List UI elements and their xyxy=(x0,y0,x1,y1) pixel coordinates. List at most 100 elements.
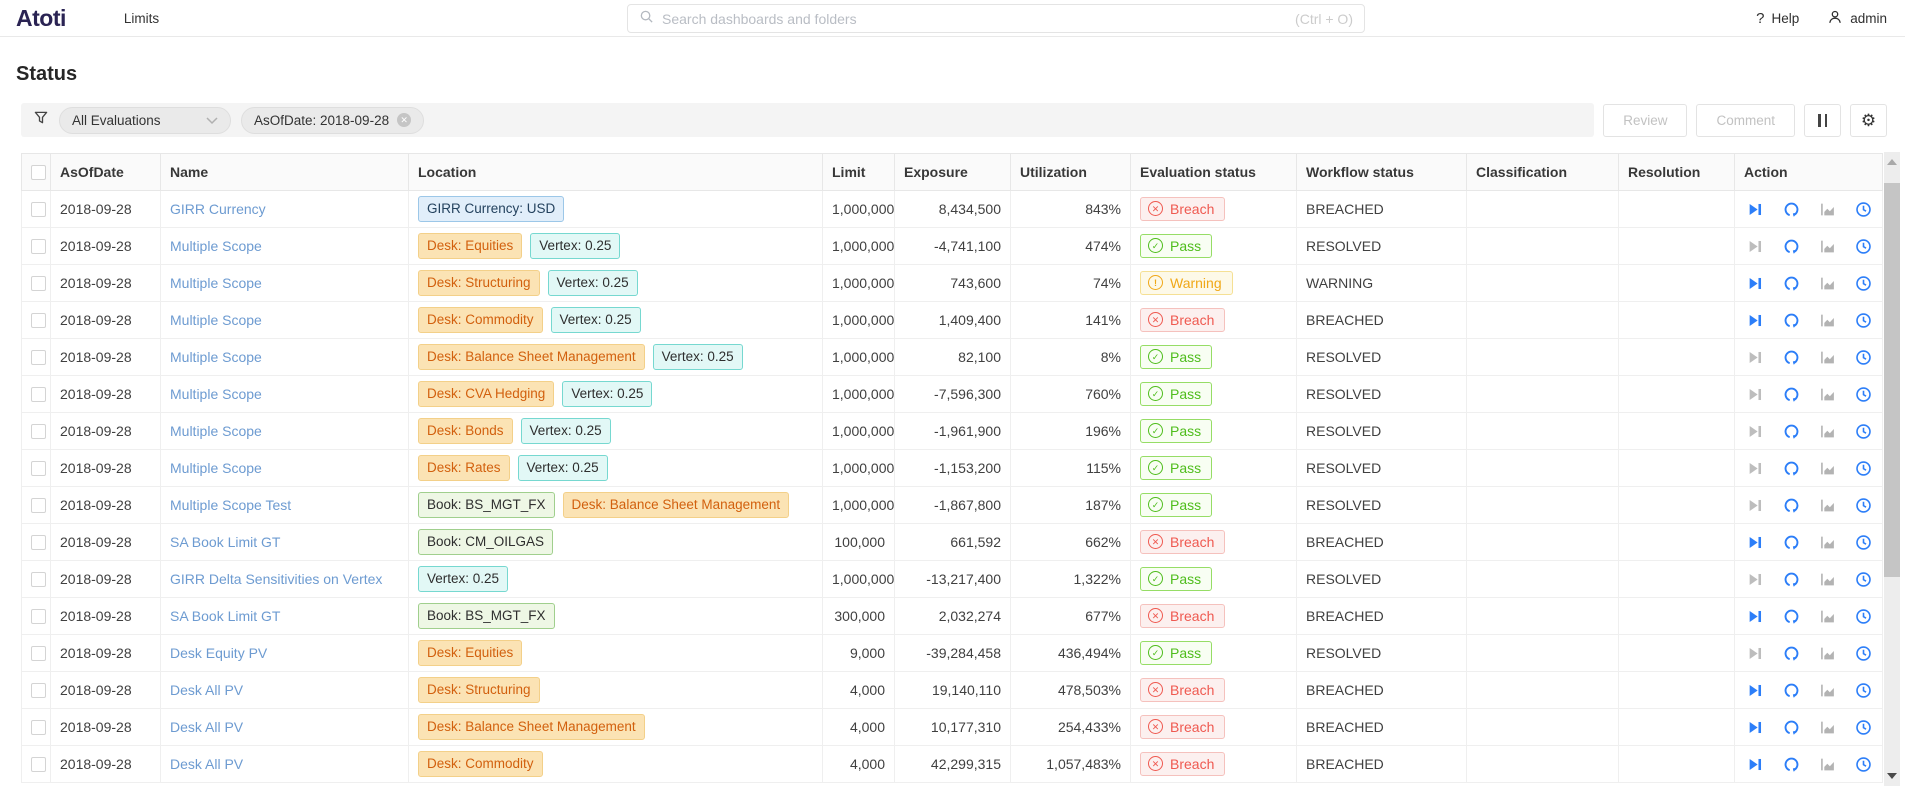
row-checkbox[interactable] xyxy=(31,461,46,477)
clock-icon[interactable] xyxy=(1855,682,1872,699)
refresh-icon[interactable] xyxy=(1783,312,1800,329)
refresh-icon[interactable] xyxy=(1783,756,1800,773)
pause-button[interactable] xyxy=(1804,103,1841,137)
column-header-exposure[interactable]: Exposure xyxy=(894,153,1011,191)
clock-icon[interactable] xyxy=(1855,497,1872,514)
refresh-icon[interactable] xyxy=(1783,238,1800,255)
evaluations-filter-dropdown[interactable]: All Evaluations xyxy=(59,106,231,134)
column-header-limit[interactable]: Limit xyxy=(822,153,895,191)
row-checkbox[interactable] xyxy=(31,572,46,588)
refresh-icon[interactable] xyxy=(1783,349,1800,366)
fast-forward-icon[interactable] xyxy=(1747,460,1764,477)
fast-forward-icon[interactable] xyxy=(1747,275,1764,292)
clock-icon[interactable] xyxy=(1855,571,1872,588)
fast-forward-icon[interactable] xyxy=(1747,756,1764,773)
refresh-icon[interactable] xyxy=(1783,608,1800,625)
row-checkbox[interactable] xyxy=(31,757,46,773)
fast-forward-icon[interactable] xyxy=(1747,238,1764,255)
vertical-scrollbar[interactable] xyxy=(1884,152,1900,786)
refresh-icon[interactable] xyxy=(1783,386,1800,403)
row-checkbox[interactable] xyxy=(31,202,46,218)
scroll-up-arrow-icon[interactable] xyxy=(1884,152,1900,172)
row-checkbox[interactable] xyxy=(31,239,46,255)
clock-icon[interactable] xyxy=(1855,645,1872,662)
clock-icon[interactable] xyxy=(1855,386,1872,403)
search-input[interactable]: Search dashboards and folders (Ctrl + O) xyxy=(627,4,1365,33)
column-header-workflow-status[interactable]: Workflow status xyxy=(1296,153,1467,191)
fast-forward-icon[interactable] xyxy=(1747,386,1764,403)
refresh-icon[interactable] xyxy=(1783,275,1800,292)
limit-name-link[interactable]: Multiple Scope xyxy=(170,386,262,402)
user-menu[interactable]: admin xyxy=(1827,9,1887,28)
fast-forward-icon[interactable] xyxy=(1747,534,1764,551)
limit-name-link[interactable]: GIRR Currency xyxy=(170,201,266,217)
column-header-resolution[interactable]: Resolution xyxy=(1618,153,1735,191)
review-button[interactable]: Review xyxy=(1603,103,1688,137)
comment-button[interactable]: Comment xyxy=(1696,103,1795,137)
limit-name-link[interactable]: Multiple Scope xyxy=(170,460,262,476)
refresh-icon[interactable] xyxy=(1783,571,1800,588)
refresh-icon[interactable] xyxy=(1783,682,1800,699)
refresh-icon[interactable] xyxy=(1783,719,1800,736)
column-header-action[interactable]: Action xyxy=(1734,153,1883,191)
fast-forward-icon[interactable] xyxy=(1747,312,1764,329)
settings-button[interactable]: ⚙ xyxy=(1850,103,1887,137)
column-header-evaluation-status[interactable]: Evaluation status xyxy=(1130,153,1297,191)
limit-name-link[interactable]: Desk Equity PV xyxy=(170,645,268,661)
refresh-icon[interactable] xyxy=(1783,423,1800,440)
remove-filter-icon[interactable]: ✕ xyxy=(397,113,412,127)
fast-forward-icon[interactable] xyxy=(1747,645,1764,662)
limit-name-link[interactable]: Multiple Scope xyxy=(170,312,262,328)
row-checkbox[interactable] xyxy=(31,683,46,699)
limit-name-link[interactable]: SA Book Limit GT xyxy=(170,608,281,624)
limit-name-link[interactable]: Multiple Scope xyxy=(170,238,262,254)
limit-name-link[interactable]: Multiple Scope xyxy=(170,349,262,365)
scroll-down-arrow-icon[interactable] xyxy=(1884,766,1900,786)
fast-forward-icon[interactable] xyxy=(1747,682,1764,699)
row-checkbox[interactable] xyxy=(31,424,46,440)
column-header-utilization[interactable]: Utilization xyxy=(1010,153,1131,191)
fast-forward-icon[interactable] xyxy=(1747,719,1764,736)
refresh-icon[interactable] xyxy=(1783,645,1800,662)
refresh-icon[interactable] xyxy=(1783,460,1800,477)
refresh-icon[interactable] xyxy=(1783,534,1800,551)
row-checkbox[interactable] xyxy=(31,720,46,736)
fast-forward-icon[interactable] xyxy=(1747,201,1764,218)
limit-name-link[interactable]: Multiple Scope xyxy=(170,275,262,291)
limit-name-link[interactable]: Desk All PV xyxy=(170,719,244,735)
row-checkbox[interactable] xyxy=(31,609,46,625)
column-header-location[interactable]: Location xyxy=(408,153,823,191)
row-checkbox[interactable] xyxy=(31,535,46,551)
fast-forward-icon[interactable] xyxy=(1747,608,1764,625)
help-button[interactable]: ? Help xyxy=(1756,10,1799,27)
clock-icon[interactable] xyxy=(1855,201,1872,218)
row-checkbox[interactable] xyxy=(31,276,46,292)
clock-icon[interactable] xyxy=(1855,719,1872,736)
filter-chip-asofdate[interactable]: AsOfDate: 2018-09-28 ✕ xyxy=(241,106,425,134)
nav-item-limits[interactable]: Limits xyxy=(123,10,160,26)
fast-forward-icon[interactable] xyxy=(1747,497,1764,514)
clock-icon[interactable] xyxy=(1855,534,1872,551)
row-checkbox[interactable] xyxy=(31,313,46,329)
clock-icon[interactable] xyxy=(1855,608,1872,625)
limit-name-link[interactable]: Desk All PV xyxy=(170,756,244,772)
row-checkbox[interactable] xyxy=(31,498,46,514)
fast-forward-icon[interactable] xyxy=(1747,571,1764,588)
fast-forward-icon[interactable] xyxy=(1747,423,1764,440)
refresh-icon[interactable] xyxy=(1783,201,1800,218)
fast-forward-icon[interactable] xyxy=(1747,349,1764,366)
limit-name-link[interactable]: GIRR Delta Sensitivities on Vertex xyxy=(170,571,383,587)
clock-icon[interactable] xyxy=(1855,349,1872,366)
scrollbar-thumb[interactable] xyxy=(1884,183,1900,577)
row-checkbox[interactable] xyxy=(31,350,46,366)
limit-name-link[interactable]: SA Book Limit GT xyxy=(170,534,281,550)
clock-icon[interactable] xyxy=(1855,312,1872,329)
column-header-asofdate[interactable]: AsOfDate xyxy=(50,153,161,191)
clock-icon[interactable] xyxy=(1855,756,1872,773)
column-header-classification[interactable]: Classification xyxy=(1466,153,1619,191)
limit-name-link[interactable]: Desk All PV xyxy=(170,682,244,698)
column-header-name[interactable]: Name xyxy=(160,153,409,191)
limit-name-link[interactable]: Multiple Scope Test xyxy=(170,497,292,513)
clock-icon[interactable] xyxy=(1855,238,1872,255)
row-checkbox[interactable] xyxy=(31,646,46,662)
